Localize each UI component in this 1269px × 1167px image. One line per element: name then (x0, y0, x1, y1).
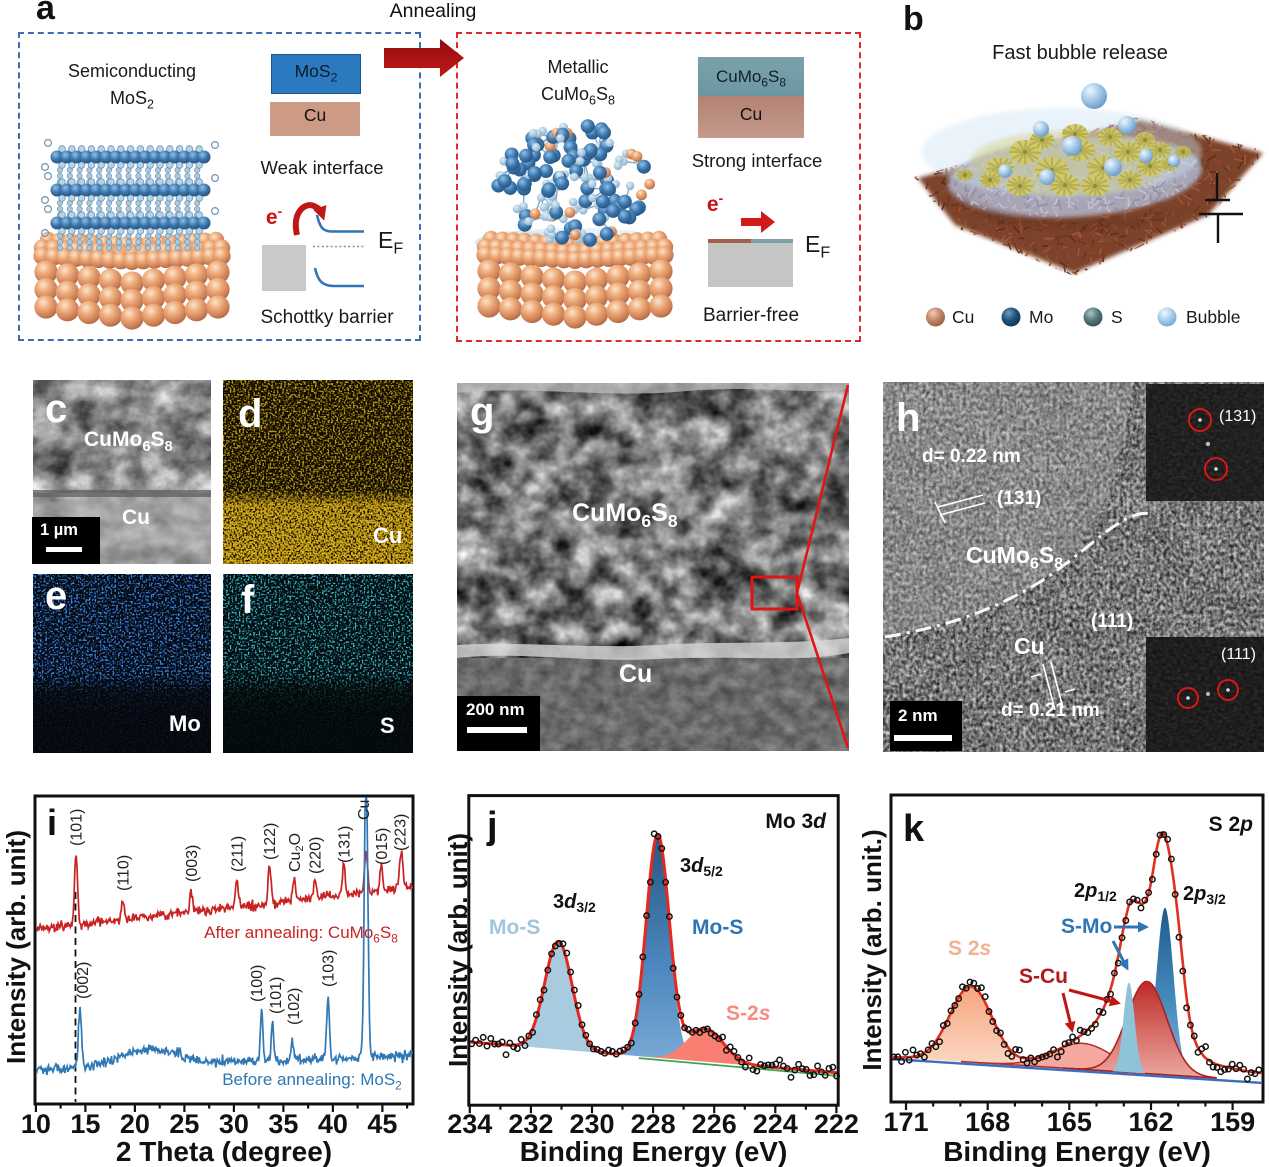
svg-text:(122): (122) (262, 823, 279, 860)
svg-text:(002): (002) (75, 962, 92, 999)
svg-text:(101): (101) (268, 977, 285, 1014)
svg-text:(220): (220) (308, 837, 325, 874)
svg-text:Mo 3d: Mo 3d (765, 810, 827, 833)
svg-text:S-Cu: S-Cu (1019, 965, 1068, 988)
svg-text:i: i (47, 802, 57, 843)
svg-text:Cu: Cu (356, 800, 373, 820)
svg-text:Cu2O: Cu2O (287, 833, 306, 872)
svg-text:k: k (903, 808, 925, 850)
svg-text:S 2s: S 2s (948, 937, 991, 960)
svg-text:S-Mo: S-Mo (1061, 915, 1112, 938)
svg-text:S 2p: S 2p (1209, 813, 1254, 836)
svg-text:(015): (015) (374, 828, 391, 865)
svg-text:(100): (100) (249, 965, 266, 1002)
svg-text:2p1/2: 2p1/2 (1074, 880, 1117, 904)
svg-text:(131): (131) (336, 826, 353, 863)
svg-text:(110): (110) (116, 855, 133, 891)
svg-text:Mo-S: Mo-S (692, 916, 743, 939)
svg-text:(003): (003) (184, 845, 201, 882)
svg-text:Mo-S: Mo-S (489, 916, 540, 939)
svg-text:(101): (101) (69, 809, 86, 846)
svg-text:(223): (223) (393, 814, 410, 851)
svg-text:3d5/2: 3d5/2 (680, 855, 723, 879)
svg-text:(211): (211) (229, 836, 246, 872)
svg-text:(103): (103) (320, 950, 337, 987)
svg-text:(102): (102) (286, 988, 303, 1025)
svg-text:S-2s: S-2s (726, 1002, 770, 1025)
svg-text:2p3/2: 2p3/2 (1183, 883, 1226, 907)
svg-text:j: j (486, 805, 498, 847)
